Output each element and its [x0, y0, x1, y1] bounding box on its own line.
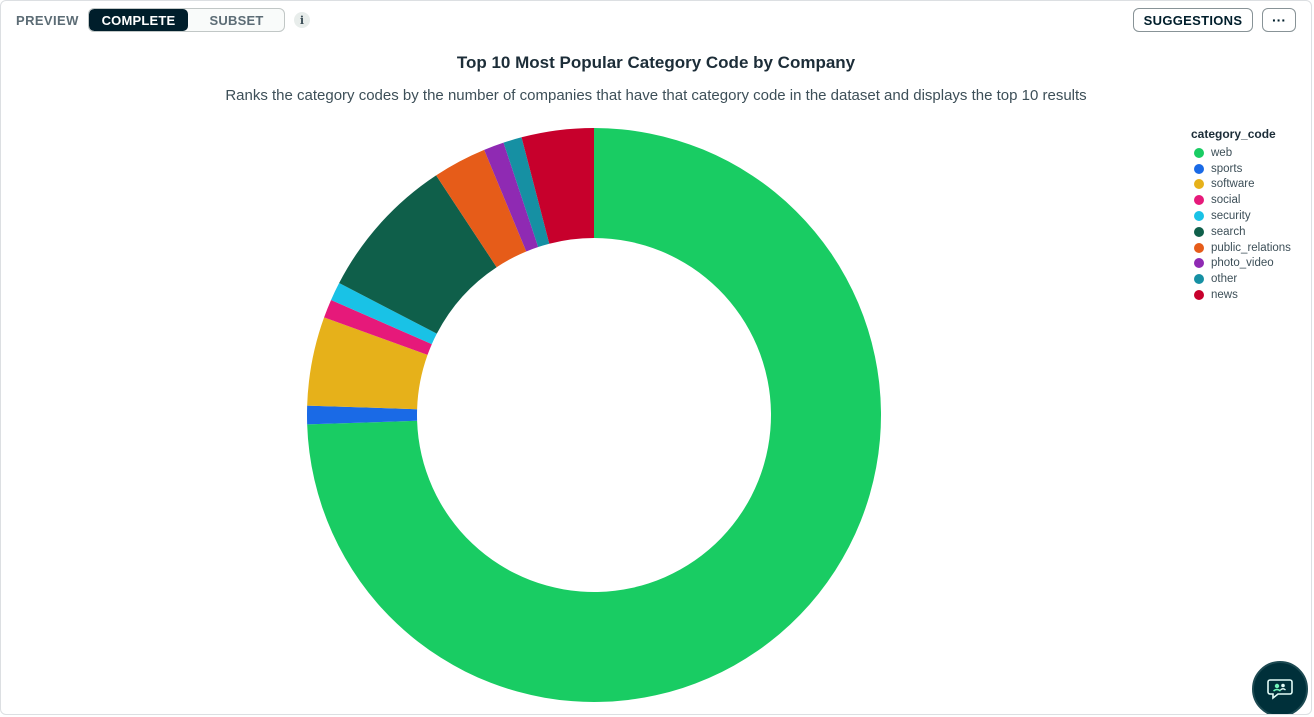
- preview-mode-toggle: COMPLETE SUBSET: [88, 8, 285, 32]
- legend-item-search[interactable]: search: [1191, 224, 1311, 240]
- legend-label: sports: [1211, 162, 1243, 175]
- legend-swatch: [1194, 258, 1204, 269]
- complete-toggle-button[interactable]: COMPLETE: [89, 9, 188, 31]
- legend-item-social[interactable]: social: [1191, 192, 1311, 208]
- legend-item-sports[interactable]: sports: [1191, 161, 1311, 177]
- legend-swatch: [1194, 226, 1204, 237]
- legend-label: software: [1211, 178, 1255, 191]
- legend-label: other: [1211, 273, 1238, 286]
- legend-label: photo_video: [1211, 257, 1274, 270]
- legend-swatch: [1194, 274, 1204, 285]
- legend-swatch: [1194, 147, 1204, 158]
- legend-item-other[interactable]: other: [1191, 271, 1311, 287]
- preview-toolbar: PREVIEW COMPLETE SUBSET i SUGGESTIONS ··…: [1, 1, 1311, 41]
- chart-legend: category_code web sports software social sec…: [1191, 127, 1311, 303]
- chart-subtitle: Ranks the category codes by the number o…: [225, 87, 1087, 104]
- suggestions-button[interactable]: SUGGESTIONS: [1133, 8, 1253, 32]
- legend-label: search: [1211, 225, 1246, 238]
- legend-item-security[interactable]: security: [1191, 208, 1311, 224]
- subset-toggle-button[interactable]: SUBSET: [209, 12, 264, 28]
- legend-item-public-relations[interactable]: public_relations: [1191, 240, 1311, 256]
- legend-item-photo-video[interactable]: photo_video: [1191, 256, 1311, 272]
- legend-swatch: [1194, 290, 1204, 301]
- legend-label: public_relations: [1211, 241, 1291, 254]
- chat-assistant-icon: [1267, 679, 1293, 700]
- legend-swatch: [1194, 242, 1204, 253]
- legend-item-web[interactable]: web: [1191, 145, 1311, 161]
- legend-item-news[interactable]: news: [1191, 287, 1311, 303]
- legend-swatch: [1194, 211, 1204, 222]
- donut-slice-sports[interactable]: [307, 405, 418, 425]
- legend-label: social: [1211, 194, 1241, 207]
- legend-swatch: [1194, 179, 1204, 190]
- donut-slice-software[interactable]: [307, 317, 428, 410]
- chart-title: Top 10 Most Popular Category Code by Com…: [456, 53, 856, 72]
- legend-swatch: [1194, 195, 1204, 206]
- preview-label: PREVIEW: [16, 13, 79, 28]
- legend-label: web: [1211, 146, 1233, 159]
- donut-slice-news[interactable]: [521, 128, 594, 244]
- donut-slice-security[interactable]: [331, 283, 437, 345]
- donut-slice-other[interactable]: [503, 137, 550, 248]
- donut-slice-photo-video[interactable]: [484, 142, 539, 252]
- legend-label: news: [1211, 289, 1238, 302]
- info-icon[interactable]: i: [294, 12, 310, 28]
- donut-slice-search[interactable]: [339, 175, 497, 334]
- donut-slice-public-relations[interactable]: [436, 149, 527, 268]
- donut-slice-web[interactable]: [307, 128, 881, 702]
- legend-label: security: [1211, 210, 1251, 223]
- legend-item-software[interactable]: software: [1191, 177, 1311, 193]
- chat-assistant-button[interactable]: [1252, 661, 1308, 714]
- legend-swatch: [1194, 163, 1204, 174]
- legend-title: category_code: [1191, 127, 1276, 141]
- more-options-button[interactable]: ···: [1262, 8, 1296, 32]
- donut-slice-social[interactable]: [324, 299, 432, 355]
